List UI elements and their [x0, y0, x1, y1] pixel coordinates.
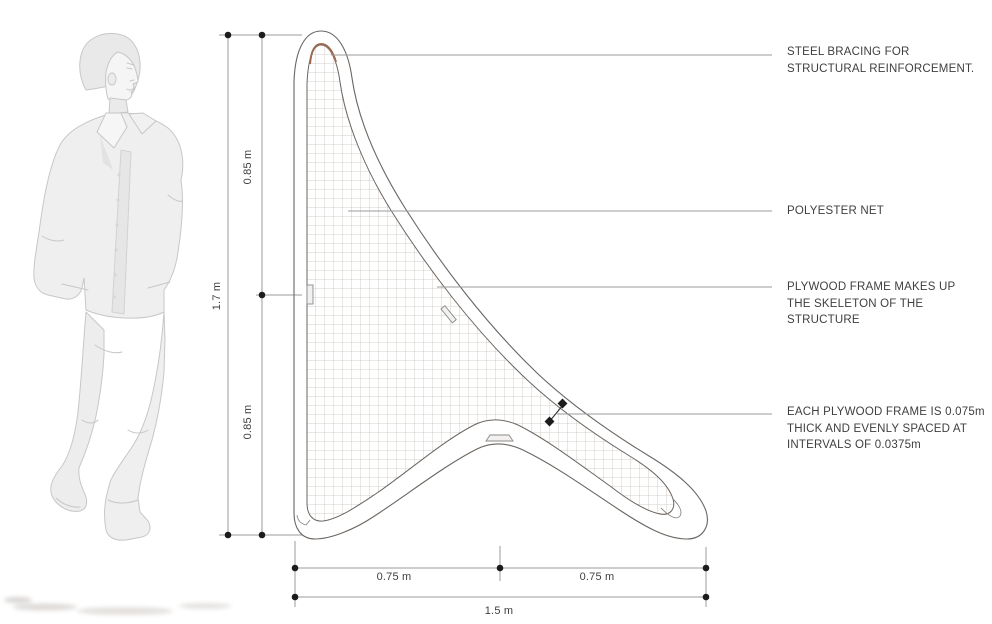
dim-label-0-85-lower: 0.85 m — [242, 404, 254, 440]
polyester-net-mesh — [307, 45, 674, 522]
annotation-plywood-frame: PLYWOOD FRAME MAKES UP THE SKELETON OF T… — [787, 281, 956, 326]
vertical-dimension-lines — [219, 34, 302, 536]
annotation-steel-bracing: STEEL BRACING FOR STRUCTURAL REINFORCEME… — [787, 46, 975, 75]
leader-lines — [331, 54, 772, 415]
dim-label-0-75-right: 0.75 m — [579, 571, 615, 583]
dim-label-0-75-left: 0.75 m — [376, 571, 412, 583]
horizontal-dimension-points — [291, 564, 710, 601]
vertical-dimension-points — [224, 31, 266, 539]
dim-label-1-5: 1.5 m — [484, 605, 514, 617]
dim-label-1-7: 1.7 m — [211, 281, 223, 311]
person-shirt — [33, 112, 184, 319]
person-figure — [33, 32, 184, 541]
dim-label-0-85-upper: 0.85 m — [242, 149, 254, 185]
person-leg-right — [104, 311, 166, 541]
person-leg-left — [50, 311, 105, 512]
horizontal-dimension-lines — [294, 541, 707, 607]
ground-texture — [4, 597, 231, 615]
annotation-polyester-net: POLYESTER NET — [787, 205, 884, 217]
annotation-frame-spacing: EACH PLYWOOD FRAME IS 0.075m THICK AND E… — [787, 406, 985, 451]
frame-connector-clips — [296, 284, 682, 526]
steel-bracing-arc — [309, 42, 337, 65]
frame-outer-outline — [293, 30, 708, 540]
frame-thickness-markers — [544, 398, 568, 427]
